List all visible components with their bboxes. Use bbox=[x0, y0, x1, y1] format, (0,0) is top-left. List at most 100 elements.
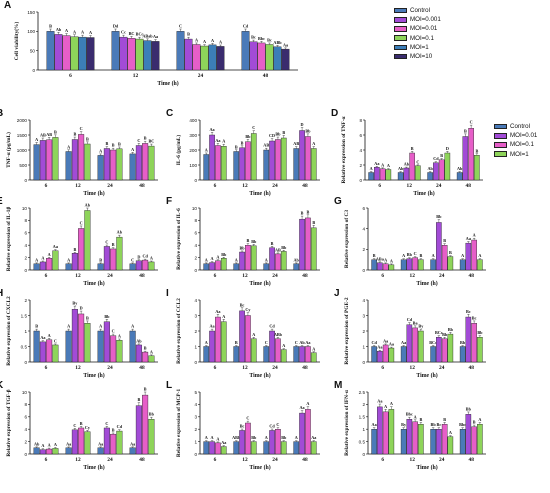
bar bbox=[84, 210, 91, 271]
bar bbox=[220, 146, 227, 181]
significance-label: ABb bbox=[232, 435, 241, 440]
y-axis-label: IL-6 (pg/mL) bbox=[175, 135, 182, 166]
bar bbox=[52, 344, 59, 363]
bar bbox=[441, 244, 448, 271]
y-tick-label: 1 bbox=[194, 344, 197, 349]
significance-label: Cd bbox=[371, 340, 377, 345]
significance-label: Ab bbox=[56, 27, 62, 32]
y-tick-label: 2 bbox=[194, 255, 197, 260]
significance-label: A bbox=[89, 30, 92, 35]
y-tick-label: 1 bbox=[194, 439, 197, 444]
bar bbox=[116, 236, 123, 271]
bar bbox=[263, 346, 270, 363]
bar bbox=[52, 448, 59, 455]
legend-entry: Control bbox=[494, 122, 537, 131]
significance-label: B bbox=[86, 315, 89, 320]
significance-label: Ab bbox=[136, 338, 142, 343]
significance-label: Aa bbox=[383, 338, 389, 343]
y-tick-label: 10 bbox=[192, 206, 198, 211]
significance-label: B bbox=[235, 340, 238, 345]
panel-letter: K bbox=[0, 380, 4, 391]
significance-label: A bbox=[402, 253, 405, 258]
significance-label: Aa bbox=[372, 422, 378, 427]
bar bbox=[477, 337, 483, 363]
significance-label: A bbox=[387, 163, 390, 168]
panel-k: K0246810Relative expression of TGF-βTime… bbox=[0, 380, 158, 471]
significance-label: Cd bbox=[433, 156, 439, 161]
y-tick-label: 4 bbox=[194, 243, 197, 248]
x-tick-label: 24 bbox=[439, 457, 445, 463]
significance-label: C bbox=[179, 24, 182, 29]
significance-label: B bbox=[373, 253, 376, 258]
legend-label: Control bbox=[510, 123, 530, 131]
significance-label: A bbox=[432, 253, 435, 258]
significance-label: C bbox=[80, 126, 83, 131]
x-tick-label: 12 bbox=[410, 273, 416, 279]
bar bbox=[143, 40, 152, 71]
significance-label: B bbox=[247, 238, 250, 243]
bar bbox=[78, 228, 85, 271]
x-tick-label: 24 bbox=[107, 273, 113, 279]
bar bbox=[418, 259, 424, 271]
bar bbox=[184, 38, 193, 71]
significance-label: BC bbox=[129, 31, 135, 36]
bar bbox=[305, 217, 311, 271]
significance-label: Ab bbox=[85, 203, 91, 208]
bar bbox=[465, 316, 472, 363]
bar bbox=[220, 321, 227, 363]
legend-entry: MOI=0.1 bbox=[394, 34, 441, 43]
x-axis-label: Time (h) bbox=[249, 372, 270, 379]
legend-entry: Control bbox=[394, 6, 441, 15]
legend-label: MOI=1 bbox=[410, 43, 429, 51]
bar bbox=[151, 41, 160, 71]
bar bbox=[241, 31, 250, 71]
x-axis-label: Time (h) bbox=[83, 464, 104, 471]
significance-label: A bbox=[282, 343, 285, 348]
legend-entry: MOI=0.001 bbox=[394, 15, 441, 24]
significance-label: B bbox=[99, 257, 102, 262]
significance-label: B bbox=[301, 211, 304, 216]
bar bbox=[86, 37, 95, 71]
y-axis-label: Relative expression of IL-6 bbox=[176, 208, 182, 270]
bar bbox=[305, 346, 311, 363]
panel-h: H 0 0.5 1 1.5 2 Relative expression of CXCL2 Ti… bbox=[0, 288, 158, 379]
bar bbox=[459, 259, 466, 271]
significance-label: Cy bbox=[245, 307, 251, 312]
bar bbox=[39, 261, 46, 271]
bar bbox=[430, 259, 436, 271]
bar bbox=[129, 153, 136, 181]
bar bbox=[39, 140, 46, 181]
y-axis-label: Relative expression of CCL2 bbox=[176, 298, 182, 364]
y-axis-label: Relative expression of PGE-2 bbox=[344, 297, 350, 364]
bar bbox=[263, 441, 270, 455]
y-tick-label: 2000 bbox=[17, 118, 28, 123]
y-tick-label: 6 bbox=[24, 231, 27, 236]
significance-label: A bbox=[222, 139, 225, 144]
legend-label: MOI=10 bbox=[410, 53, 433, 61]
y-tick-label: 10 bbox=[22, 390, 28, 395]
x-tick-label: 24 bbox=[439, 365, 445, 371]
bar bbox=[135, 260, 142, 271]
legend-swatch bbox=[394, 53, 407, 60]
significance-label: Ab bbox=[457, 166, 463, 171]
bar bbox=[200, 45, 209, 71]
bar bbox=[379, 168, 386, 181]
bar bbox=[447, 256, 454, 271]
significance-label: Aa bbox=[305, 340, 311, 345]
significance-label: A bbox=[306, 401, 309, 406]
bar bbox=[406, 324, 413, 363]
bar bbox=[233, 151, 240, 181]
significance-label: Ab bbox=[299, 340, 305, 345]
panel-letter: C bbox=[166, 108, 173, 119]
bar bbox=[382, 263, 389, 271]
significance-label: B bbox=[112, 242, 115, 247]
y-tick-label: 0 bbox=[194, 452, 197, 457]
significance-label: Bb bbox=[442, 332, 448, 337]
bar bbox=[239, 430, 245, 455]
significance-label: B bbox=[86, 136, 89, 141]
x-tick-label: 6 bbox=[381, 457, 384, 463]
bar bbox=[275, 139, 281, 181]
significance-label: B bbox=[105, 141, 108, 146]
bar bbox=[403, 167, 410, 181]
bar bbox=[377, 262, 383, 271]
